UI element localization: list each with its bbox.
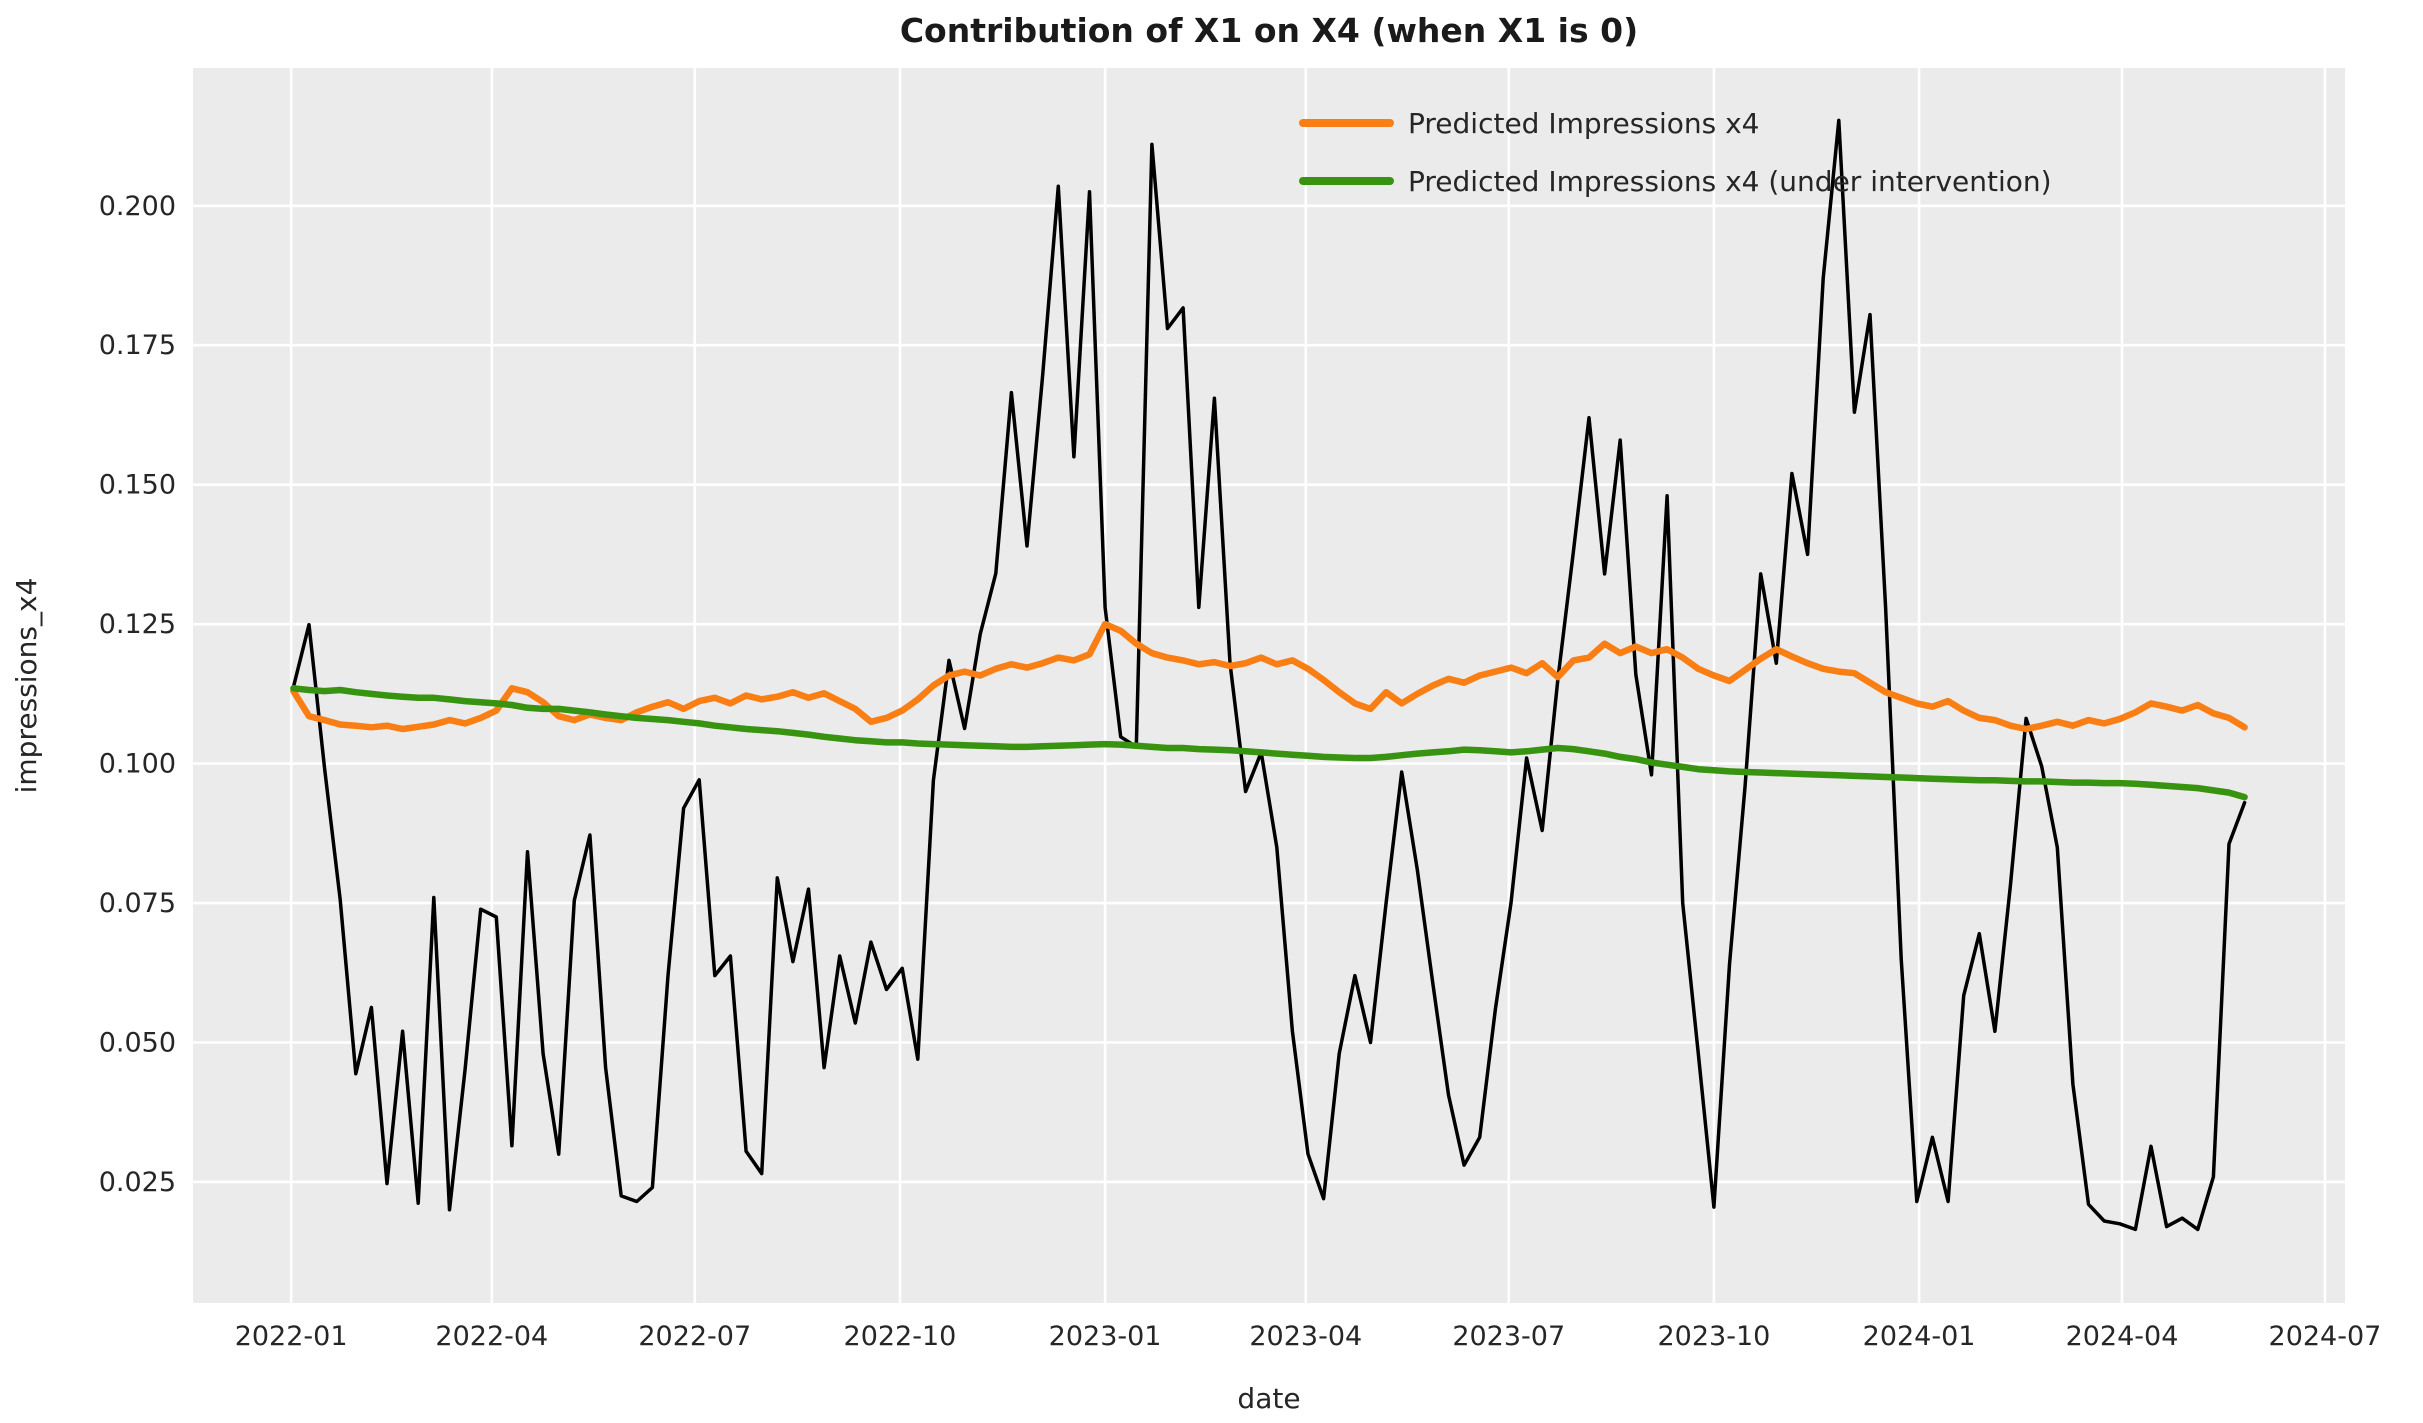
x-tick-label: 2024-01	[1863, 1321, 1976, 1352]
x-tick-label: 2022-10	[844, 1321, 957, 1352]
x-tick-label: 2023-07	[1452, 1321, 1565, 1352]
series-predicted-impressions-x4	[290, 620, 2248, 733]
plot-area	[193, 68, 2345, 1303]
x-tick-label: 2024-07	[2269, 1321, 2382, 1352]
y-tick-label: 0.100	[99, 749, 176, 780]
x-tick-label: 2022-04	[435, 1321, 548, 1352]
series-predicted-impressions-x4-under-intervention	[290, 685, 2248, 801]
x-tick-label: 2023-04	[1249, 1321, 1362, 1352]
gridlines	[193, 68, 2345, 1303]
y-tick-label: 0.025	[99, 1167, 176, 1198]
y-tick-label: 0.200	[99, 191, 176, 222]
x-tick-label: 2023-10	[1657, 1321, 1770, 1352]
y-axis-label: impressions_x4	[10, 578, 43, 794]
y-tick-label: 0.050	[99, 1028, 176, 1059]
x-tick-label: 2022-01	[235, 1321, 348, 1352]
y-tick-label: 0.125	[99, 609, 176, 640]
x-tick-label: 2023-01	[1049, 1321, 1162, 1352]
chart-title: Contribution of X1 on X4 (when X1 is 0)	[900, 11, 1638, 50]
legend: Predicted Impressions x4 Predicted Impres…	[1299, 107, 2052, 198]
series-lines	[290, 118, 2248, 1232]
series-impressions-x4-observed	[291, 118, 2247, 1232]
x-axis-label: date	[1237, 1382, 1300, 1415]
y-tick-label: 0.175	[99, 330, 176, 361]
x-tick-label: 2022-07	[638, 1321, 751, 1352]
legend-label: Predicted Impressions x4 (under interven…	[1408, 165, 2052, 198]
y-tick-label: 0.075	[99, 888, 176, 919]
tick-labels: 0.200 0.175 0.150 0.125 0.100 0.075 0.050 0.025…	[99, 191, 2382, 1352]
x-tick-label: 2024-04	[2066, 1321, 2179, 1352]
y-tick-label: 0.150	[99, 470, 176, 501]
legend-label: Predicted Impressions x4	[1408, 107, 1759, 140]
